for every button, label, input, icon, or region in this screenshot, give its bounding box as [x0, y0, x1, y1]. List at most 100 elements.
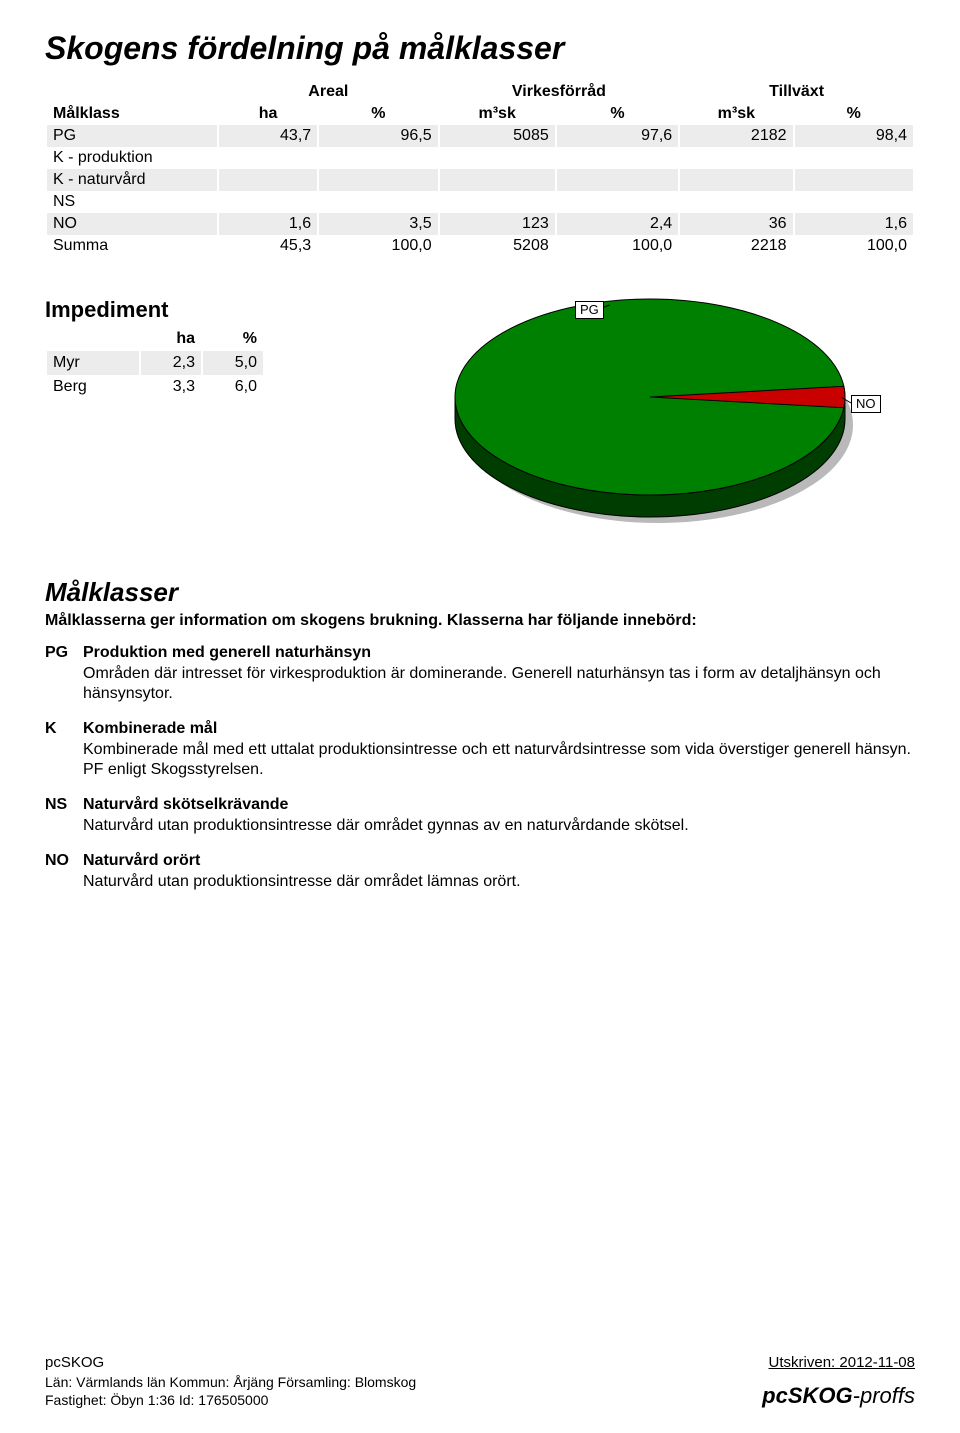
class-def: PGProduktion med generell naturhänsyn Omr…	[45, 644, 915, 704]
footer-meta-line1: Län: Värmlands län Kommun: Årjäng Försam…	[45, 1373, 416, 1391]
table-row: Berg3,36,0	[47, 375, 263, 399]
pie-chart: PG NO	[435, 267, 895, 537]
footer-printed: Utskriven: 2012-11-08	[769, 1354, 915, 1371]
table-row: Myr2,35,0	[47, 351, 263, 375]
impediment-table: ha % Myr2,35,0Berg3,36,0	[45, 327, 265, 399]
cell: 1,6	[795, 213, 913, 235]
cell: 2218	[680, 235, 792, 257]
row-label: NS	[47, 191, 217, 213]
col-pct3: %	[795, 103, 913, 125]
cell	[319, 169, 437, 191]
classes-title: Målklasser	[45, 577, 915, 608]
cell	[319, 191, 437, 213]
cell: 6,0	[203, 375, 263, 399]
class-desc: Kombinerade mål med ett uttalat produkti…	[83, 740, 915, 780]
cell: 123	[440, 213, 555, 235]
table-row: Summa45,3100,05208100,02218100,0	[47, 235, 913, 257]
cell	[440, 169, 555, 191]
cell: 2,3	[141, 351, 201, 375]
cell: 3,5	[319, 213, 437, 235]
page-title: Skogens fördelning på målklasser	[45, 30, 915, 67]
classes-intro: Målklasserna ger information om skogens …	[45, 612, 915, 630]
class-code: K	[45, 720, 83, 780]
class-def: NSNaturvård skötselkrävandeNaturvård uta…	[45, 796, 915, 836]
cell: 1,6	[219, 213, 317, 235]
table-row: K - produktion	[47, 147, 913, 169]
pie-label-no: NO	[851, 395, 881, 413]
cell	[440, 191, 555, 213]
grp-tillvaxt: Tillväxt	[680, 81, 913, 103]
col-pct1: %	[319, 103, 437, 125]
col-header-row: Målklass ha % m³sk % m³sk %	[47, 103, 913, 125]
table-row: PG43,796,5508597,6218298,4	[47, 125, 913, 147]
cell: 3,3	[141, 375, 201, 399]
col-m3sk1: m³sk	[440, 103, 555, 125]
cell: 5208	[440, 235, 555, 257]
cell	[680, 169, 792, 191]
class-code: PG	[45, 644, 83, 704]
cell	[219, 147, 317, 169]
cell: 36	[680, 213, 792, 235]
class-desc: Naturvård utan produktionsintresse där o…	[83, 872, 915, 892]
cell	[557, 169, 678, 191]
cell: 5,0	[203, 351, 263, 375]
cell: 5085	[440, 125, 555, 147]
impediment-title: Impediment	[45, 297, 425, 323]
footer-brand-left: pcSKOG	[45, 1354, 104, 1371]
col-pct2: %	[557, 103, 678, 125]
main-table: Areal Virkesförråd Tillväxt Målklass ha …	[45, 81, 915, 257]
pie-label-pg: PG	[575, 301, 604, 319]
class-name: Kombinerade mål	[83, 720, 915, 738]
cell: 2,4	[557, 213, 678, 235]
row-label: K - naturvård	[47, 169, 217, 191]
cell	[557, 191, 678, 213]
cell	[680, 147, 792, 169]
footer-meta-line2: Fastighet: Öbyn 1:36 Id: 176505000	[45, 1391, 416, 1409]
class-def: KKombinerade mål Kombinerade mål med ett …	[45, 720, 915, 780]
footer-brand-thin: -proffs	[853, 1383, 915, 1408]
class-desc: Naturvård utan produktionsintresse där o…	[83, 816, 915, 836]
cell	[680, 191, 792, 213]
class-desc: Områden där intresset för virkesprodukti…	[83, 664, 915, 704]
cell	[440, 147, 555, 169]
table-row: NS	[47, 191, 913, 213]
class-code: NO	[45, 852, 83, 892]
group-header-row: Areal Virkesförråd Tillväxt	[47, 81, 913, 103]
row-label: K - produktion	[47, 147, 217, 169]
footer-meta: Län: Värmlands län Kommun: Årjäng Försam…	[45, 1373, 416, 1409]
cell: 100,0	[795, 235, 913, 257]
footer-brand-right: pcSKOG-proffs	[762, 1383, 915, 1409]
cell: 100,0	[319, 235, 437, 257]
col-ha: ha	[219, 103, 317, 125]
cell: 97,6	[557, 125, 678, 147]
cell	[795, 147, 913, 169]
row-label: Berg	[47, 375, 139, 399]
footer-brand-bold: pcSKOG	[762, 1383, 852, 1408]
cell: 2182	[680, 125, 792, 147]
table-row: NO1,63,51232,4361,6	[47, 213, 913, 235]
cell: 45,3	[219, 235, 317, 257]
row-label: Summa	[47, 235, 217, 257]
class-name: Produktion med generell naturhänsyn	[83, 644, 915, 662]
cell: 43,7	[219, 125, 317, 147]
cell	[795, 169, 913, 191]
page-footer: pcSKOG Utskriven: 2012-11-08 Län: Värmla…	[45, 1354, 915, 1409]
cell	[795, 191, 913, 213]
row-label: NO	[47, 213, 217, 235]
imp-col-ha: ha	[141, 327, 201, 351]
grp-areal: Areal	[219, 81, 438, 103]
class-code: NS	[45, 796, 83, 836]
cell	[557, 147, 678, 169]
table-row: K - naturvård	[47, 169, 913, 191]
row-label: Myr	[47, 351, 139, 375]
class-definitions: PGProduktion med generell naturhänsyn Omr…	[45, 644, 915, 892]
cell	[319, 147, 437, 169]
col-m3sk2: m³sk	[680, 103, 792, 125]
grp-virkes: Virkesförråd	[440, 81, 679, 103]
cell	[219, 169, 317, 191]
col-malklass: Målklass	[47, 103, 217, 125]
class-def: NONaturvård orört Naturvård utan produkti…	[45, 852, 915, 892]
class-name: Naturvård orört	[83, 852, 915, 870]
imp-col-pct: %	[203, 327, 263, 351]
row-label: PG	[47, 125, 217, 147]
